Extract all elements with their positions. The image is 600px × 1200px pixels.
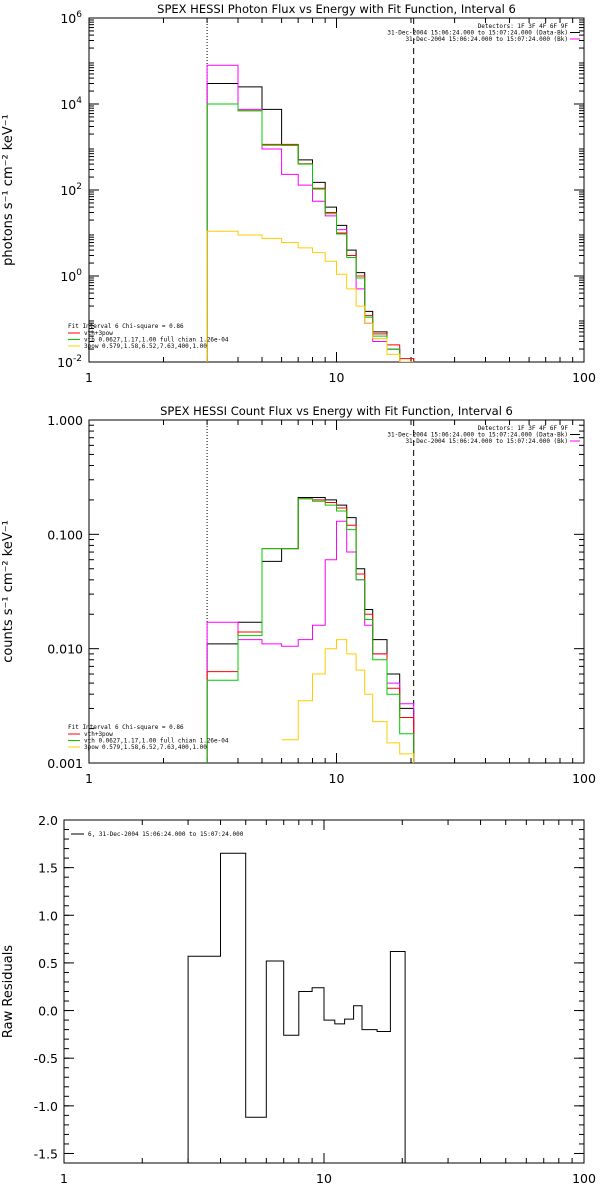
y-tick-label: 1.5	[38, 861, 58, 876]
y-tick-exponent: 6	[76, 10, 82, 20]
legend-top-right-line: 31-Dec-2004 15:06:24.000 to 15:07:24.000…	[387, 432, 568, 439]
y-axis-label: photons s⁻¹ cm⁻² keV⁻¹	[1, 114, 16, 266]
legend-top-right-line: 31-Dec-2004 15:06:24.000 to 15:07:24.000…	[405, 438, 568, 445]
legend-item-label: vth+3pow	[84, 731, 113, 738]
y-tick-label: 0.010	[47, 642, 83, 657]
chart-panel-1: SPEX HESSI Photon Flux vs Energy with Fi…	[1, 2, 596, 385]
y-tick-label: 0.0	[38, 1004, 58, 1019]
x-tick-label: 100	[572, 1171, 596, 1186]
x-tick-label: 10	[329, 370, 345, 385]
chart-panel-3: 1 10 100 2.0 1.5 1.0 0.5 0.0 -0.5 -1.0 -1.5 Raw Res…	[1, 813, 596, 1186]
y-tick-exponent: -2	[73, 354, 82, 364]
y-axis-label: counts s⁻¹ cm⁻² keV⁻¹	[1, 520, 16, 663]
y-tick-exponent: 4	[76, 96, 82, 106]
legend-item-label: vth 0.0627,1.17,1.00 full chian 1.26e-04	[84, 738, 229, 745]
y-axis-label: Raw Residuals	[1, 945, 16, 1038]
y-tick-base: 10	[60, 269, 76, 284]
y-tick-base: 10	[60, 97, 76, 112]
y-tick-exponent: 2	[76, 182, 82, 192]
series-line-4	[206, 103, 414, 362]
legend-top-right-line: 31-Dec-2004 15:06:24.000 to 15:07:24.000…	[405, 36, 568, 43]
y-tick-base: 10	[57, 355, 73, 370]
y-tick-label: 1.000	[47, 413, 83, 428]
legend-fit-header: Fit Interval 6 Chi-square = 0.86	[68, 323, 184, 330]
series-line-5	[281, 639, 415, 763]
chart-title: SPEX HESSI Count Flux vs Energy with Fit…	[160, 404, 513, 418]
legend-top-right-line: Detectors: 1F 3F 4F 6F 9F	[478, 23, 569, 30]
y-tick-label: -1.0	[34, 1099, 58, 1114]
plot-frame	[88, 17, 585, 363]
x-tick-label: 100	[572, 771, 596, 786]
legend-item-label: vth+3pow	[84, 330, 113, 337]
y-tick-label: 106	[60, 10, 82, 26]
x-tick-label: 1	[60, 1171, 68, 1186]
y-tick-label: 2.0	[38, 813, 58, 828]
x-tick-label: 1	[85, 370, 93, 385]
y-tick-label: 1.0	[38, 908, 58, 923]
y-tick-exponent: 0	[76, 268, 82, 278]
y-tick-label: 102	[60, 182, 82, 198]
legend-item-label: vth 0.0627,1.17,1.00 full chian 1.26e-04	[84, 337, 229, 344]
x-tick-label: 1	[85, 771, 93, 786]
series-line-4	[206, 498, 415, 763]
series-line-5	[206, 230, 414, 362]
chart-title: SPEX HESSI Photon Flux vs Energy with Fi…	[157, 2, 516, 16]
y-tick-label: 0.100	[47, 527, 83, 542]
y-tick-label: -0.5	[34, 1051, 58, 1066]
x-tick-label: 10	[316, 1171, 332, 1186]
series-line-1	[187, 852, 406, 1163]
x-tick-label: 100	[572, 370, 596, 385]
plot-frame	[88, 419, 585, 764]
legend-fit-header: Fit Interval 6 Chi-square = 0.86	[68, 724, 184, 731]
legend-label: 6, 31-Dec-2004 15:06:24.000 to 15:07:24.…	[88, 831, 244, 838]
series-line-1	[206, 83, 414, 362]
y-tick-label: 0.001	[47, 756, 83, 771]
legend-item-label: 3pow 0.579,1.58,6.52,7.63,400,1.00	[84, 343, 207, 350]
y-tick-base: 10	[60, 183, 76, 198]
y-tick-label: 104	[60, 96, 82, 112]
legend-top-right-line: 31-Dec-2004 15:06:24.000 to 15:07:24.000…	[387, 30, 568, 37]
y-tick-label: 10-2	[57, 354, 82, 370]
x-tick-label: 10	[329, 771, 345, 786]
legend-top-right-line: Detectors: 1F 3F 4F 6F 9F	[478, 425, 569, 432]
y-tick-label: 100	[60, 268, 82, 284]
legend-item-label: 3pow 0.579,1.58,6.52,7.63,400,1.00	[84, 744, 207, 751]
chart-panel-2: SPEX HESSI Count Flux vs Energy with Fit…	[1, 404, 596, 786]
y-tick-base: 10	[60, 11, 76, 26]
y-tick-label: 0.5	[38, 956, 58, 971]
y-tick-label: -1.5	[34, 1146, 58, 1161]
